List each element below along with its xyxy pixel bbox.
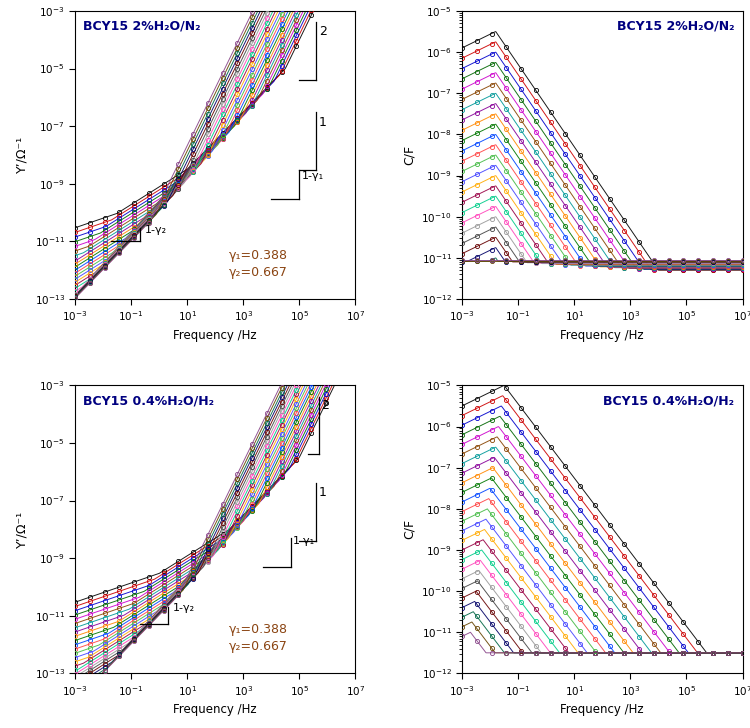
Y-axis label: Y’/Ω⁻¹: Y’/Ω⁻¹ (16, 136, 29, 173)
Text: γ₂=0.667: γ₂=0.667 (230, 641, 288, 653)
Text: 1-γ₂: 1-γ₂ (145, 225, 166, 234)
Y-axis label: C/F: C/F (403, 145, 416, 165)
X-axis label: Frequency /Hz: Frequency /Hz (173, 329, 257, 341)
Y-axis label: C/F: C/F (403, 519, 416, 539)
Text: 1-γ₁: 1-γ₁ (302, 170, 324, 181)
Text: BCY15 2%H₂O/N₂: BCY15 2%H₂O/N₂ (616, 20, 734, 33)
Text: BCY15 0.4%H₂O/H₂: BCY15 0.4%H₂O/H₂ (83, 394, 214, 407)
Text: 2: 2 (319, 25, 327, 38)
Text: γ₂=0.667: γ₂=0.667 (230, 266, 288, 279)
X-axis label: Frequency /Hz: Frequency /Hz (560, 703, 644, 716)
Text: 1-γ₁: 1-γ₁ (293, 537, 315, 547)
Text: 2: 2 (321, 399, 329, 412)
Text: BCY15 0.4%H₂O/H₂: BCY15 0.4%H₂O/H₂ (603, 394, 734, 407)
Text: γ₁=0.388: γ₁=0.388 (230, 249, 288, 261)
Text: γ₁=0.388: γ₁=0.388 (230, 623, 288, 636)
Text: 1: 1 (319, 116, 327, 129)
Text: 1: 1 (319, 486, 327, 499)
Text: BCY15 2%H₂O/N₂: BCY15 2%H₂O/N₂ (83, 20, 201, 33)
Text: 1-γ₂: 1-γ₂ (172, 603, 195, 613)
X-axis label: Frequency /Hz: Frequency /Hz (173, 703, 257, 716)
Y-axis label: Y’/Ω⁻¹: Y’/Ω⁻¹ (16, 511, 29, 548)
X-axis label: Frequency /Hz: Frequency /Hz (560, 329, 644, 341)
